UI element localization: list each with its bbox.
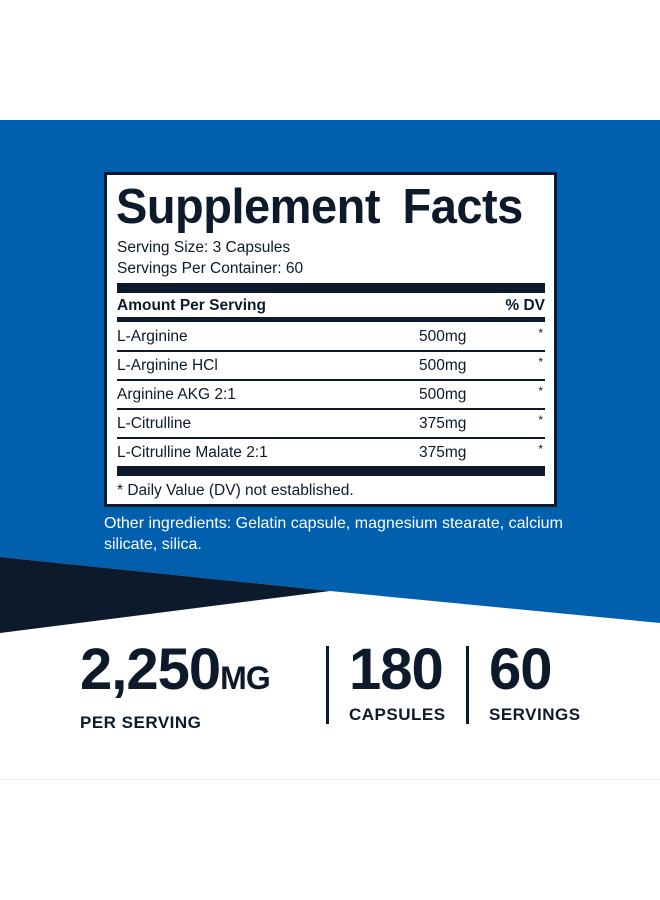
ingredient-amount: 375mg [419,444,467,461]
navy-triangle [0,557,330,633]
divider-thin [117,408,545,410]
stat-capsules: 180 CAPSULES [349,640,446,725]
stat-divider [466,646,469,724]
ingredient-dv: * [538,384,543,398]
divider-thin [117,350,545,352]
ingredient-name: L-Citrulline Malate 2:1 [117,444,268,461]
stat-value: 2,250 [80,637,221,702]
servings-per-container: Servings Per Container: 60 [117,260,304,277]
stat-per-serving: 2,250MG PER SERVING [80,637,271,733]
divider-thick [117,466,545,476]
table-row: L-Arginine 500mg * [117,322,545,350]
supplement-facts-label: Supplement Facts Serving Size: 3 Capsule… [104,172,557,507]
ingredient-amount: 500mg [419,328,467,345]
stat-label: PER SERVING [80,713,202,732]
header-dv: % DV [505,297,545,314]
stat-divider [326,646,329,724]
stat-value: 60 [489,637,553,702]
divider-medium [117,317,545,322]
stat-value: 180 [349,637,444,702]
divider-thick [117,283,545,293]
table-row: L-Arginine HCl 500mg * [117,351,545,379]
ingredient-dv: * [538,413,543,427]
header-amount: Amount Per Serving [117,297,266,314]
table-row: L-Citrulline 375mg * [117,409,545,437]
ingredient-name: L-Arginine [117,328,188,345]
divider-thin [117,379,545,381]
ingredient-dv: * [538,326,543,340]
ingredient-amount: 500mg [419,386,467,403]
ingredient-amount: 500mg [419,357,467,374]
stat-servings: 60 SERVINGS [489,640,581,725]
table-row: L-Citrulline Malate 2:1 375mg * [117,438,545,466]
ingredient-name: Arginine AKG 2:1 [117,386,236,403]
ingredient-name: L-Citrulline [117,415,192,432]
ingredient-dv: * [538,442,543,456]
ingredient-name: L-Arginine HCl [117,357,218,374]
other-ingredients: Other ingredients: Gelatin capsule, magn… [104,515,563,553]
stat-label: SERVINGS [489,705,581,724]
stat-unit: MG [220,660,271,696]
ingredient-amount: 375mg [419,415,467,432]
ingredient-dv: * [538,355,543,369]
divider-thin [117,437,545,439]
stat-label: CAPSULES [349,705,446,724]
serving-size: Serving Size: 3 Capsules [117,239,291,256]
footnote: * Daily Value (DV) not established. [117,482,354,499]
facts-title: Supplement Facts [116,178,523,234]
table-row: Arginine AKG 2:1 500mg * [117,380,545,408]
